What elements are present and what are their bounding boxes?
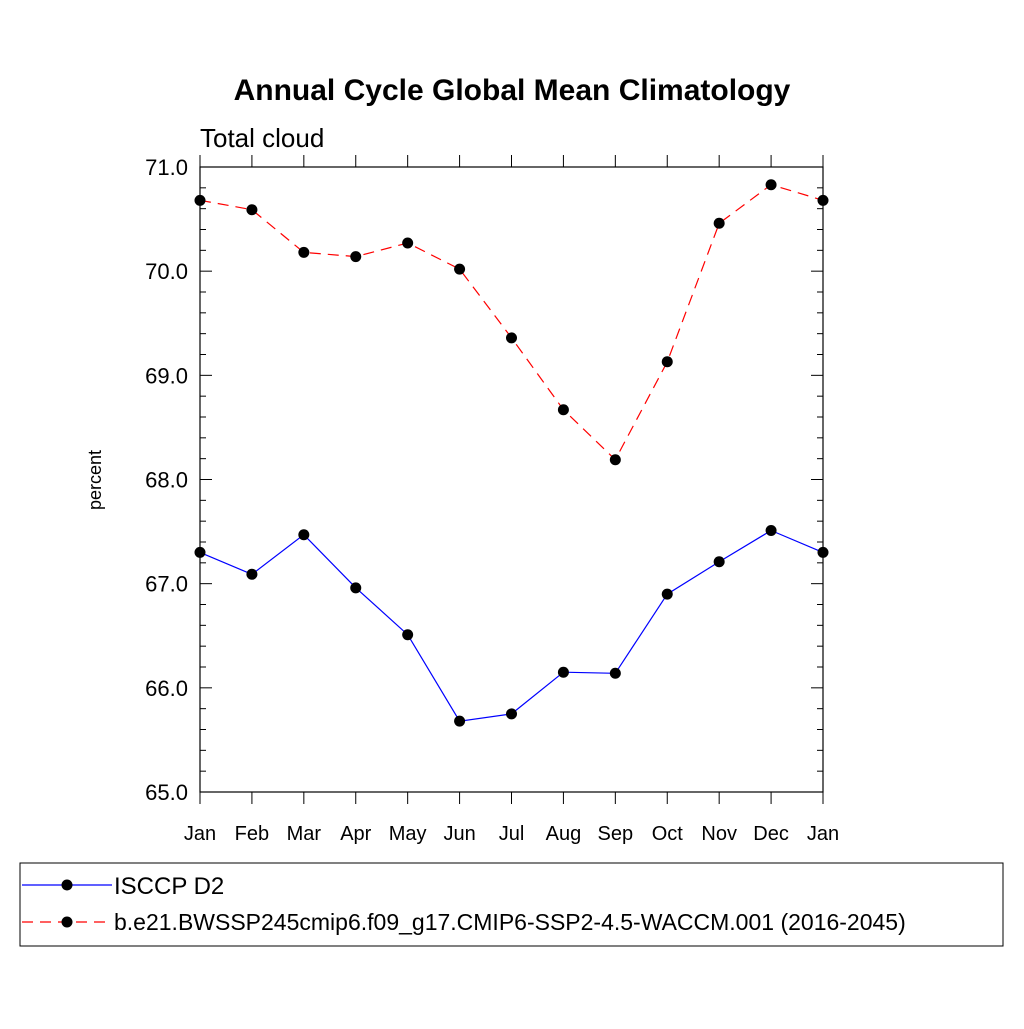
- series-2-point: [609, 454, 621, 466]
- legend-entry-label: b.e21.BWSSP245cmip6.f09_g17.CMIP6-SSP2-4…: [114, 909, 906, 935]
- series-1-point: [246, 568, 258, 580]
- y-tick-label: 66.0: [145, 676, 188, 701]
- x-tick-label: Dec: [753, 823, 789, 845]
- y-tick-label: 69.0: [145, 363, 188, 388]
- y-tick-label: 67.0: [145, 572, 188, 597]
- series-1-point: [454, 715, 466, 727]
- x-tick-label: Jan: [184, 823, 216, 845]
- series-2-point: [402, 237, 414, 249]
- series-1-point: [609, 667, 621, 679]
- series-line-2: [199, 184, 824, 461]
- x-tick-label: Nov: [701, 823, 737, 845]
- series-2-point: [661, 356, 673, 368]
- series-layer: [194, 179, 829, 727]
- legend: ISCCP D2 b.e21.BWSSP245cmip6.f09_g17.CMI…: [19, 862, 1004, 947]
- x-tick-label: Mar: [287, 823, 322, 845]
- legend-box: [19, 862, 1004, 947]
- y-tick-label: 71.0: [145, 155, 188, 180]
- series-2-point: [713, 217, 725, 229]
- x-tick-label: Apr: [340, 823, 371, 845]
- x-tick-label: Sep: [598, 823, 634, 845]
- axis-ticks: [199, 155, 824, 804]
- y-tick-label: 65.0: [145, 780, 188, 805]
- x-tick-label: Feb: [235, 823, 269, 845]
- series-1-point: [350, 582, 362, 594]
- series-1-point: [298, 529, 310, 541]
- plot-frame: [199, 166, 824, 793]
- chart-subtitle: Total cloud: [200, 123, 324, 153]
- x-tick-label: Aug: [546, 823, 582, 845]
- x-tick-label: Jan: [807, 823, 839, 845]
- series-2-point: [557, 404, 569, 416]
- series-1-point: [506, 708, 517, 720]
- y-tick-label: 70.0: [145, 259, 188, 284]
- series-1-point: [713, 556, 725, 568]
- x-tick-label: Jun: [443, 823, 475, 845]
- series-2-point: [298, 246, 310, 258]
- legend-entry-label: ISCCP D2: [114, 873, 224, 900]
- series-line-1: [199, 529, 824, 722]
- series-2-point: [506, 332, 517, 344]
- y-tick-label: 68.0: [145, 468, 188, 493]
- series-2-point: [454, 263, 466, 275]
- chart-title: Annual Cycle Global Mean Climatology: [234, 74, 791, 107]
- series-1-point: [765, 525, 777, 537]
- series-1-point: [661, 588, 673, 600]
- x-tick-label: Oct: [652, 823, 684, 845]
- series-2-point: [350, 251, 362, 263]
- series-1-point: [402, 629, 414, 641]
- legend-swatch-marker: [61, 879, 73, 891]
- y-tick-labels: 65.0 66.0 67.0 68.0 69.0 70.0 71.0: [145, 155, 188, 805]
- legend-swatch-marker: [61, 916, 73, 928]
- x-tick-label: Jul: [499, 823, 525, 845]
- series-1-point: [557, 666, 569, 678]
- y-axis-label: percent: [85, 450, 105, 510]
- x-tick-label: May: [389, 823, 427, 845]
- x-tick-labels: Jan Feb Mar Apr May Jun Jul Aug Sep Oct Nov Dec Jan: [184, 823, 839, 845]
- series-2-point: [765, 179, 777, 191]
- series-2-point: [246, 204, 258, 216]
